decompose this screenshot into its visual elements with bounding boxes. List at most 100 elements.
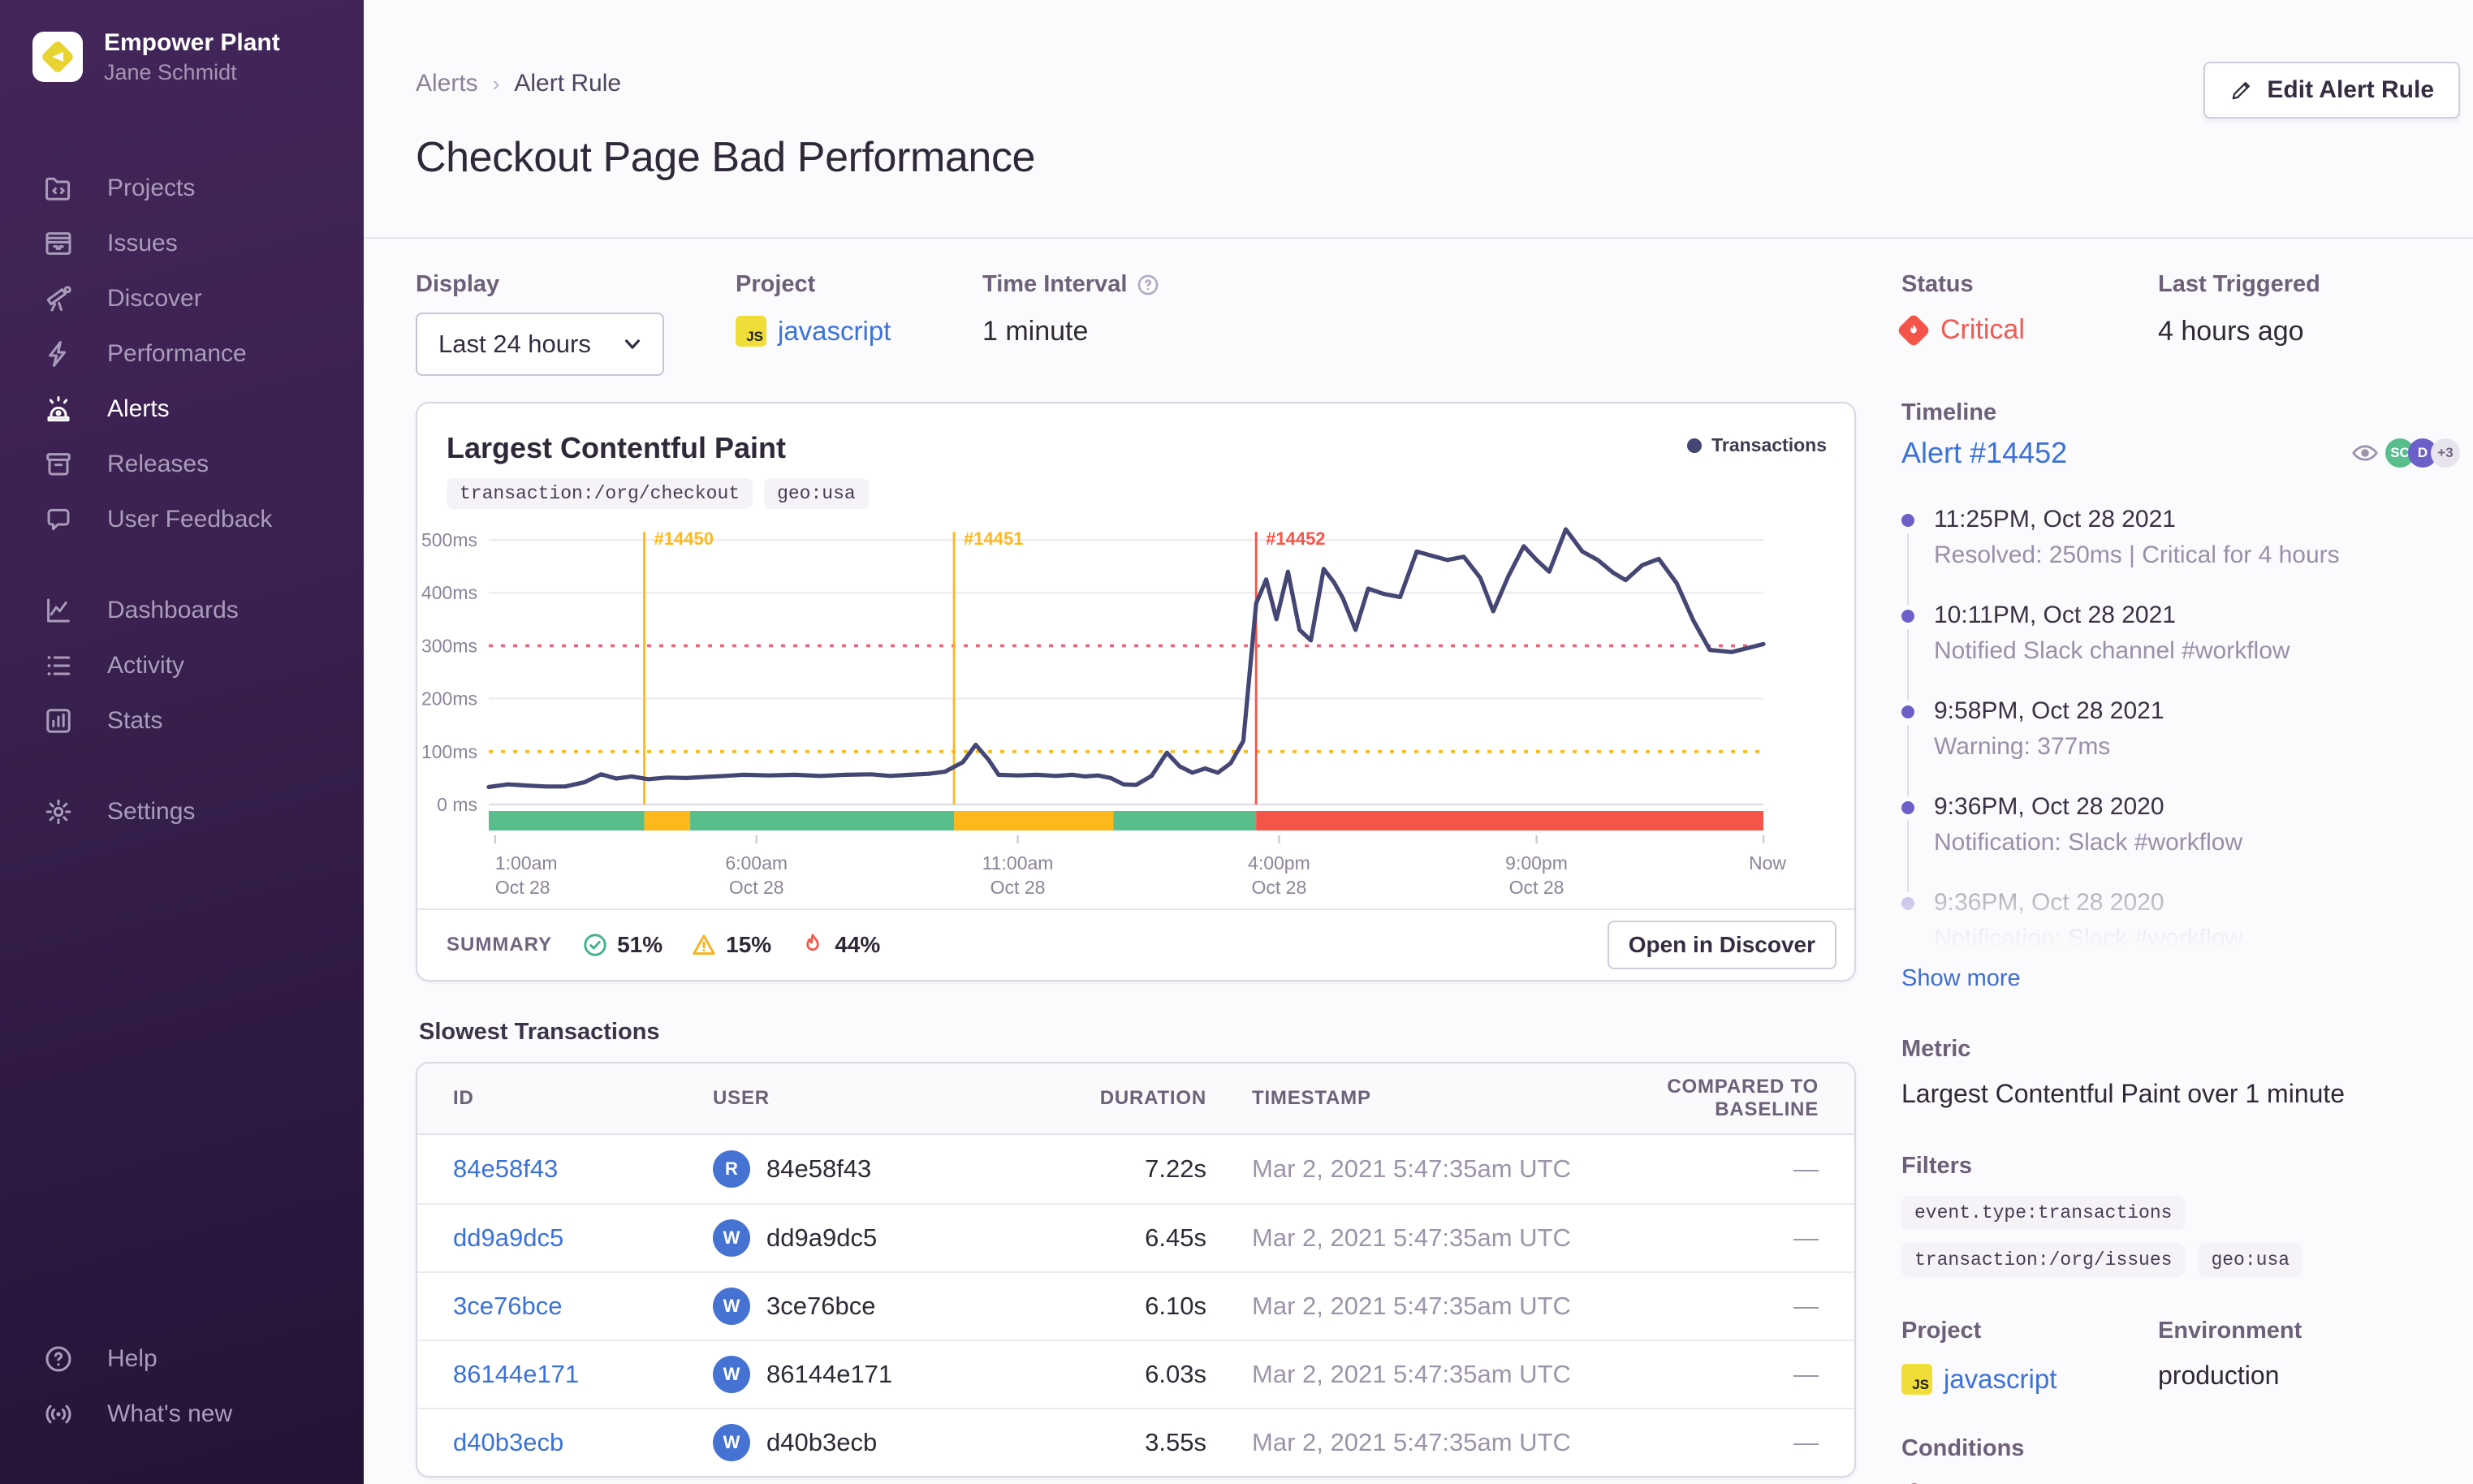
open-in-discover-button[interactable]: Open in Discover <box>1607 921 1836 969</box>
filters-section: Filters event.type:transactions transacti… <box>1901 1153 2460 1277</box>
sidebar-item-performance[interactable]: Performance <box>0 326 364 382</box>
check-circle-icon <box>584 934 606 956</box>
timeline-entry-desc: Notified Slack channel #workflow <box>1934 637 2290 664</box>
summary-critical: 44% <box>799 931 880 959</box>
sidebar-item-settings[interactable]: Settings <box>0 784 364 839</box>
filter-chip: geo:usa <box>2198 1243 2303 1277</box>
table-row: 84e58f43 R 84e58f43 7.22s Mar 2, 2021 5:47:3… <box>417 1135 1854 1203</box>
whats-new-icon <box>45 1404 71 1424</box>
project-environment-section: Project JS javascript Environment produc… <box>1901 1318 2460 1395</box>
timeline-entry: 9:36PM, Oct 28 2020 Notification: Slack #… <box>1901 889 2460 962</box>
sidebar-item-projects[interactable]: Projects <box>0 161 364 216</box>
page-title: Checkout Page Bad Performance <box>416 134 1036 181</box>
project-label: Project <box>736 271 816 297</box>
edit-alert-rule-button[interactable]: Edit Alert Rule <box>2203 62 2460 119</box>
transaction-id-link[interactable]: 86144e171 <box>453 1360 580 1388</box>
y-axis-label: 300ms <box>421 635 477 656</box>
timeline-avatars: SC D +3 <box>2350 438 2460 468</box>
user-avatar: W <box>713 1288 750 1325</box>
incident-line-label: #14450 <box>654 528 714 549</box>
breadcrumb-chevron-icon: › <box>492 71 500 96</box>
org-logo-icon <box>40 39 76 75</box>
transaction-timestamp: Mar 2, 2021 5:47:35am UTC <box>1252 1292 1571 1320</box>
timeline-section: Timeline Alert #14452 SC D +3 11:25PM, Oct… <box>1901 399 2460 992</box>
x-axis-label: 4:00pm <box>1248 852 1310 874</box>
sidebar-item-dashboards[interactable]: Dashboards <box>0 583 364 638</box>
chevron-down-icon <box>625 339 640 349</box>
chart-legend[interactable]: Transactions <box>1687 434 1827 456</box>
environment-label: Environment <box>2158 1318 2303 1344</box>
status-strip-segment <box>1113 811 1257 830</box>
transaction-id-link[interactable]: d40b3ecb <box>453 1428 564 1456</box>
column-header-timestamp: TIMESTAMP <box>1252 1087 1371 1109</box>
timeline-label: Timeline <box>1901 399 1997 425</box>
y-axis-label: 500ms <box>421 529 477 550</box>
help-circle-icon[interactable] <box>1137 274 1159 296</box>
transaction-timestamp: Mar 2, 2021 5:47:35am UTC <box>1252 1428 1571 1456</box>
timeline-entry-desc: Notification: Slack #workflow <box>1934 925 2243 951</box>
alerts-icon <box>47 396 70 422</box>
stats-icon <box>46 709 71 733</box>
show-more-link[interactable]: Show more <box>1901 965 2021 991</box>
x-axis-sublabel: Oct 28 <box>990 877 1046 898</box>
transaction-baseline: — <box>1793 1428 1819 1456</box>
transaction-id-link[interactable]: 84e58f43 <box>453 1154 559 1183</box>
sidebar-item-activity[interactable]: Activity <box>0 638 364 693</box>
sidebar-item-stats[interactable]: Stats <box>0 693 364 748</box>
transaction-baseline: — <box>1793 1292 1819 1320</box>
warning-triangle-icon <box>693 934 715 955</box>
user-avatar: W <box>713 1356 750 1393</box>
display-label: Display <box>416 271 500 297</box>
lcp-line-chart[interactable]: 500ms 400ms 300ms 200ms 100ms 0 ms #14450 #1445… <box>417 516 1854 902</box>
chart-tag-chip: transaction:/org/checkout <box>447 478 753 509</box>
org-user: Jane Schmidt <box>104 60 237 84</box>
filter-chips: event.type:transactions transaction:/org/… <box>1901 1196 2437 1277</box>
transaction-id-link[interactable]: dd9a9dc5 <box>453 1223 564 1252</box>
issues-icon <box>45 232 71 255</box>
status-strip-segment <box>644 811 691 830</box>
timeline-entry-date: 11:25PM, Oct 28 2021 <box>1934 506 2176 533</box>
sidebar-item-what-s-new[interactable]: What's new <box>0 1387 364 1442</box>
sidebar: Empower Plant Jane Schmidt Projects Issue… <box>0 0 364 1484</box>
org-name: Empower Plant <box>104 29 280 56</box>
user-feedback-icon <box>47 508 70 531</box>
filter-chip: transaction:/org/issues <box>1901 1243 2186 1277</box>
user-avatar: W <box>713 1219 750 1257</box>
project-link[interactable]: JS javascript <box>736 316 982 347</box>
metric-section: Metric Largest Contentful Paint over 1 m… <box>1901 1036 2460 1109</box>
sidebar-item-alerts[interactable]: Alerts <box>0 382 364 437</box>
sidebar-item-issues[interactable]: Issues <box>0 216 364 271</box>
status-panel: Status Critical Last Triggered 4 hours a… <box>1896 239 2460 347</box>
performance-icon <box>49 341 67 367</box>
timeline-entry-desc: Warning: 377ms <box>1934 733 2111 760</box>
transaction-timestamp: Mar 2, 2021 5:47:35am UTC <box>1252 1154 1571 1183</box>
chart-summary: SUMMARY 51% 15% 44% Ope <box>417 908 1854 980</box>
avatar[interactable]: +3 <box>2431 438 2460 468</box>
chart-controls: Display Last 24 hours Project JS javascr… <box>416 239 1856 376</box>
sidebar-item-help[interactable]: Help <box>0 1331 364 1387</box>
eye-icon[interactable] <box>2350 440 2380 466</box>
conditions-label: Conditions <box>1901 1435 2025 1461</box>
sidebar-item-discover[interactable]: Discover <box>0 271 364 326</box>
pencil-icon <box>2233 82 2251 100</box>
user-avatar: R <box>713 1150 750 1188</box>
sidebar-item-user-feedback[interactable]: User Feedback <box>0 492 364 547</box>
sidebar-item-releases[interactable]: Releases <box>0 437 364 492</box>
chart-title: Largest Contentful Paint <box>447 431 787 464</box>
timeline-entry-date: 10:11PM, Oct 28 2021 <box>1934 602 2176 628</box>
breadcrumb-alerts[interactable]: Alerts <box>416 70 478 97</box>
status-strip-segment <box>489 811 645 830</box>
display-select[interactable]: Last 24 hours <box>416 313 664 376</box>
transaction-id-link[interactable]: 3ce76bce <box>453 1292 563 1320</box>
conditions-section: Conditions Critical above 300ms Slack #w… <box>1896 1435 2460 1484</box>
column-header-duration: DURATION <box>1099 1087 1206 1109</box>
alert-link[interactable]: Alert #14452 <box>1901 436 2068 469</box>
y-axis-label: 0 ms <box>437 794 477 815</box>
project-detail-link[interactable]: JS javascript <box>1901 1364 2158 1395</box>
summary-warning: 15% <box>690 931 771 959</box>
settings-icon <box>45 799 71 825</box>
x-axis-sublabel: Oct 28 <box>1252 877 1307 898</box>
org-switcher[interactable]: Empower Plant Jane Schmidt <box>0 28 364 86</box>
chart-tags: transaction:/org/checkout geo:usa <box>447 478 1825 509</box>
